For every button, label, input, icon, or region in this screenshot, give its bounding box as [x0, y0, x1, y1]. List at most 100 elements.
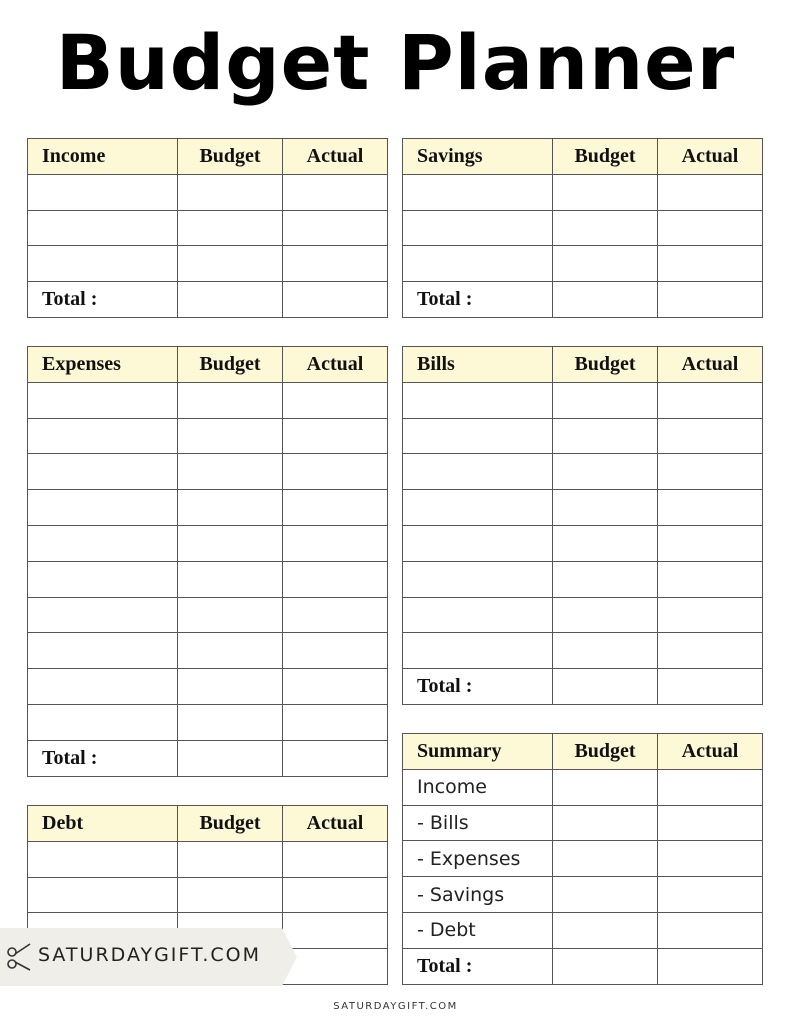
cell — [657, 560, 763, 598]
cell — [402, 453, 553, 491]
column-header: Actual — [657, 346, 763, 383]
row-label: - Savings — [402, 876, 553, 913]
cell — [402, 209, 553, 247]
cell — [282, 739, 388, 777]
cell — [177, 876, 283, 914]
cell — [402, 245, 553, 283]
cell — [177, 453, 283, 491]
cell — [27, 876, 178, 914]
cell — [657, 804, 763, 842]
row-label: Total : — [402, 947, 553, 985]
cell — [177, 173, 283, 211]
cell — [282, 704, 388, 741]
cell — [552, 632, 658, 670]
cell — [402, 381, 553, 419]
column-header: Budget — [177, 138, 283, 175]
cell — [282, 453, 388, 491]
row-label: Total : — [27, 281, 178, 318]
column-header: Budget — [177, 346, 283, 383]
cell — [552, 173, 658, 211]
cell — [27, 453, 178, 491]
section-header: Debt — [27, 805, 178, 842]
page-title: Budget Planner — [55, 18, 736, 107]
cell — [27, 840, 178, 878]
section-header: Expenses — [27, 346, 178, 383]
cell — [657, 840, 763, 878]
cell — [552, 417, 658, 455]
row-label: Total : — [402, 668, 553, 705]
row-label: Total : — [402, 281, 553, 318]
cell — [177, 560, 283, 598]
cell — [657, 417, 763, 455]
cell — [177, 704, 283, 741]
column-header: Budget — [552, 138, 658, 175]
cell — [402, 489, 553, 526]
cell — [552, 768, 658, 806]
cell — [282, 173, 388, 211]
cell — [282, 596, 388, 634]
cell — [657, 453, 763, 491]
row-label: - Debt — [402, 912, 553, 949]
cell — [177, 840, 283, 878]
column-header: Actual — [282, 138, 388, 175]
cell — [657, 596, 763, 634]
cell — [177, 596, 283, 634]
cell — [27, 525, 178, 562]
cell — [27, 668, 178, 705]
cell — [27, 417, 178, 455]
column-header: Actual — [657, 733, 763, 770]
section-header: Income — [27, 138, 178, 175]
cell — [177, 739, 283, 777]
cell — [282, 281, 388, 318]
cell — [657, 768, 763, 806]
column-header: Budget — [177, 805, 283, 842]
cell — [657, 632, 763, 670]
cell — [282, 668, 388, 705]
cell — [657, 525, 763, 562]
row-label: - Expenses — [402, 840, 553, 878]
cell — [552, 804, 658, 842]
cell — [177, 489, 283, 526]
cell — [177, 281, 283, 318]
cell — [282, 525, 388, 562]
cell — [402, 632, 553, 670]
cell — [552, 245, 658, 283]
column-header: Actual — [657, 138, 763, 175]
cell — [282, 489, 388, 526]
cell — [552, 281, 658, 318]
column-header: Budget — [552, 346, 658, 383]
cell — [177, 525, 283, 562]
row-label: Total : — [27, 739, 178, 777]
cell — [657, 912, 763, 949]
cell — [402, 596, 553, 634]
badge-text: SATURDAYGIFT.COM — [38, 944, 262, 966]
cell — [657, 173, 763, 211]
cell — [657, 209, 763, 247]
cell — [552, 840, 658, 878]
cell — [177, 209, 283, 247]
cell — [657, 245, 763, 283]
footer: SATURDAYGIFT.COM — [333, 1001, 458, 1012]
cell — [552, 381, 658, 419]
cell — [177, 245, 283, 283]
cell — [402, 525, 553, 562]
cell — [27, 489, 178, 526]
cell — [402, 173, 553, 211]
cell — [657, 876, 763, 913]
cell — [657, 381, 763, 419]
cell — [552, 947, 658, 985]
cell — [282, 209, 388, 247]
cell — [552, 876, 658, 913]
cell — [552, 912, 658, 949]
cell — [657, 281, 763, 318]
cell — [27, 596, 178, 634]
cell — [177, 381, 283, 419]
cell — [552, 668, 658, 705]
row-label: - Bills — [402, 804, 553, 842]
cell — [552, 453, 658, 491]
cell — [282, 245, 388, 283]
section-header: Bills — [402, 346, 553, 383]
cell — [282, 840, 388, 878]
cell — [552, 560, 658, 598]
